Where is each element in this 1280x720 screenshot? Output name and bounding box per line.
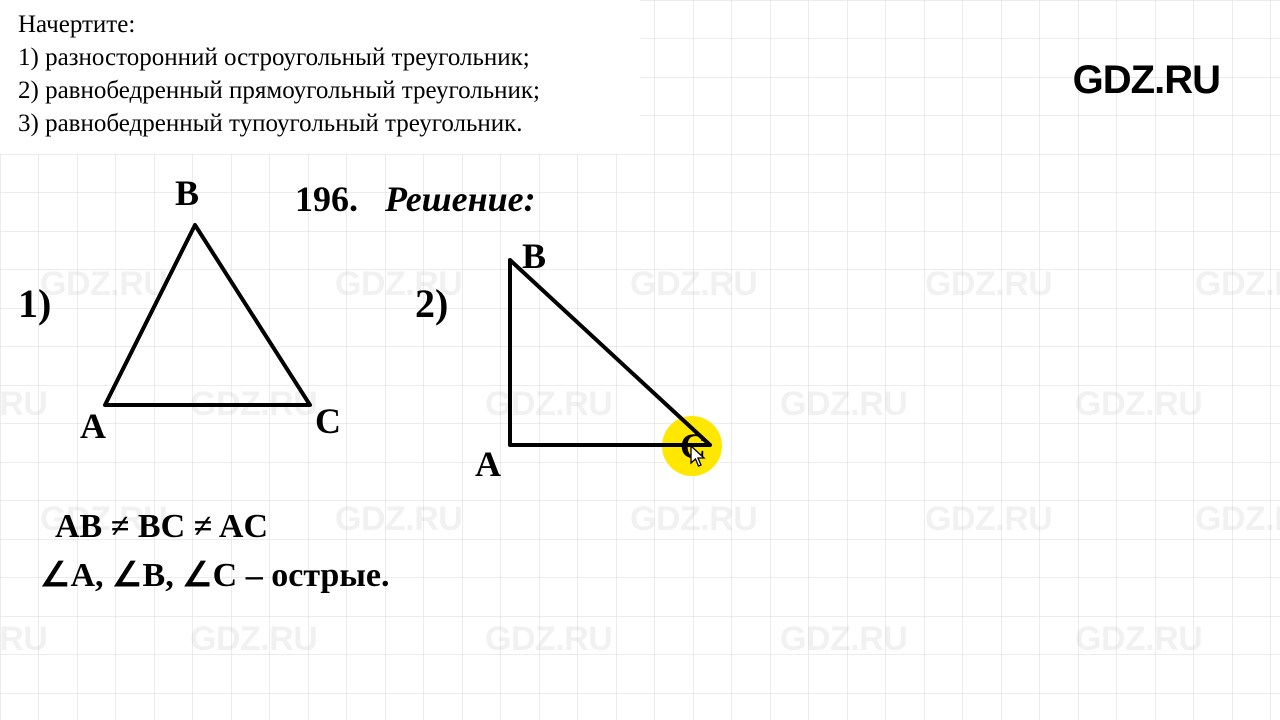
site-logo: GDZ.RU: [1073, 58, 1220, 103]
triangle-2: [0, 0, 1280, 720]
note-line-2: ∠A, ∠B, ∠C – острые.: [40, 555, 389, 595]
t2-label-B: B: [522, 235, 546, 277]
note-line-1: AB ≠ BC ≠ AC: [55, 508, 268, 546]
mouse-cursor-icon: [690, 445, 708, 475]
t2-label-A: A: [475, 443, 501, 485]
